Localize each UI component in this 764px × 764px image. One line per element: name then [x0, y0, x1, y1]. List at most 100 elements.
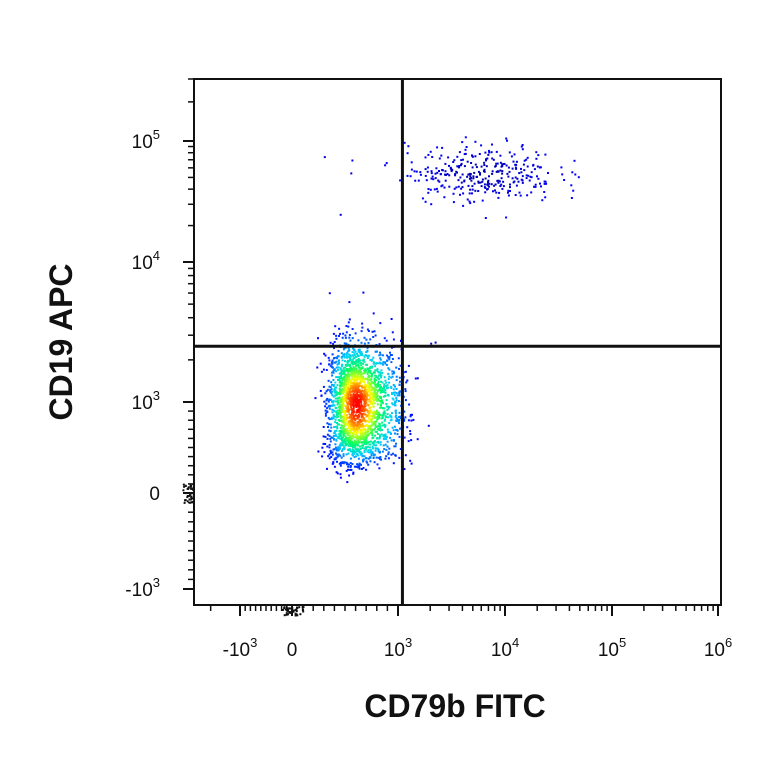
event-point	[367, 330, 370, 332]
event-point	[352, 395, 355, 398]
event-point	[347, 427, 350, 430]
event-point	[479, 172, 481, 175]
event-point	[347, 452, 350, 455]
event-point	[521, 144, 524, 146]
event-point	[368, 407, 371, 410]
event-point	[403, 141, 406, 144]
event-point	[334, 443, 337, 446]
event-point	[371, 398, 374, 401]
event-point	[340, 424, 343, 427]
event-point	[327, 426, 329, 428]
event-point	[334, 400, 337, 403]
axis-pileup-event	[188, 495, 190, 497]
event-point	[342, 441, 345, 444]
event-point	[483, 170, 486, 173]
event-point	[372, 362, 375, 365]
event-point	[339, 414, 342, 417]
event-point	[383, 448, 386, 450]
event-point	[527, 174, 530, 177]
event-point	[367, 379, 370, 382]
event-point	[365, 468, 368, 471]
event-point	[330, 426, 333, 429]
event-point	[536, 165, 539, 168]
event-point	[413, 170, 416, 173]
event-point	[339, 476, 342, 479]
event-point	[377, 380, 380, 383]
event-point	[348, 379, 351, 382]
event-point	[355, 404, 358, 407]
event-point	[381, 390, 384, 393]
event-point	[342, 332, 345, 335]
event-point	[344, 334, 347, 337]
event-point	[369, 460, 372, 463]
event-point	[370, 401, 372, 404]
event-point	[334, 457, 337, 460]
event-point	[352, 360, 355, 363]
event-point	[335, 416, 338, 419]
event-point	[363, 360, 366, 363]
event-point	[492, 190, 494, 193]
event-point	[382, 361, 385, 364]
event-point	[374, 427, 376, 430]
event-point	[396, 433, 399, 436]
event-point	[342, 427, 345, 430]
event-point	[387, 356, 390, 359]
event-point	[360, 394, 363, 397]
event-point	[336, 413, 338, 416]
event-point	[357, 410, 360, 413]
event-point	[371, 394, 374, 397]
event-point	[354, 395, 357, 398]
event-point	[345, 414, 348, 417]
event-point	[337, 376, 339, 379]
event-point	[353, 401, 356, 404]
event-point	[361, 437, 364, 440]
event-point	[319, 389, 322, 392]
event-point	[355, 411, 358, 413]
event-point	[497, 179, 500, 182]
event-point	[353, 436, 356, 439]
axis-pileup-event	[283, 606, 286, 609]
event-point	[411, 413, 413, 416]
event-point	[357, 444, 359, 447]
event-point	[329, 390, 332, 393]
event-point	[352, 392, 355, 395]
event-point	[478, 153, 481, 155]
event-point	[365, 434, 368, 437]
event-point	[343, 382, 346, 385]
event-point	[341, 461, 344, 464]
event-point	[378, 378, 381, 381]
event-point	[336, 455, 339, 458]
event-point	[329, 404, 332, 407]
event-point	[441, 184, 444, 187]
event-point	[463, 179, 466, 182]
event-point	[340, 356, 343, 359]
event-point	[340, 431, 343, 434]
event-point	[521, 175, 524, 178]
event-point	[363, 355, 366, 358]
event-point	[346, 392, 349, 395]
event-point	[464, 148, 467, 151]
axis-pileup-event	[183, 501, 186, 504]
event-point	[345, 423, 348, 426]
event-point	[457, 185, 460, 188]
event-point	[388, 447, 391, 450]
event-point	[395, 379, 398, 382]
event-point	[356, 449, 358, 452]
event-point	[354, 423, 357, 426]
event-point	[324, 435, 327, 438]
event-point	[341, 336, 344, 339]
event-point	[352, 366, 355, 369]
event-point	[523, 159, 526, 162]
event-point	[501, 172, 504, 175]
event-point	[541, 199, 544, 202]
event-point	[352, 428, 355, 431]
event-point	[337, 366, 340, 369]
event-point	[399, 179, 402, 182]
event-point	[381, 388, 384, 391]
event-point	[330, 392, 333, 395]
event-point	[414, 377, 417, 380]
event-point	[331, 383, 334, 386]
event-point	[326, 407, 328, 410]
event-point	[359, 375, 362, 378]
event-point	[574, 173, 577, 176]
